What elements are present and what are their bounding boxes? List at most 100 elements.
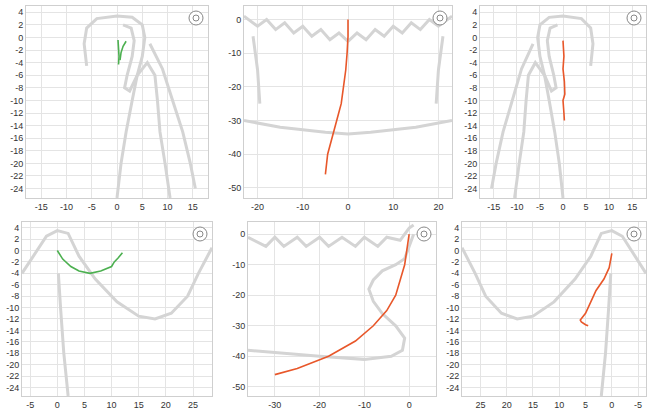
svg-text:-24: -24 [464, 184, 477, 194]
svg-text:-20: -20 [10, 159, 23, 169]
svg-text:-12: -12 [10, 108, 23, 118]
svg-text:-20: -20 [232, 290, 245, 300]
svg-text:15: 15 [134, 400, 144, 410]
svg-text:-20: -20 [464, 159, 477, 169]
svg-text:-14: -14 [464, 121, 477, 131]
svg-text:-20: -20 [228, 82, 241, 92]
svg-text:-8: -8 [451, 291, 459, 301]
svg-text:5: 5 [82, 400, 87, 410]
svg-text:-16: -16 [10, 133, 23, 143]
svg-text:-14: -14 [10, 121, 23, 131]
svg-text:-10: -10 [296, 202, 309, 212]
svg-text:-30: -30 [228, 116, 241, 126]
svg-text:15: 15 [528, 400, 538, 410]
svg-text:-18: -18 [6, 348, 19, 358]
svg-text:-12: -12 [6, 314, 19, 324]
svg-text:10: 10 [554, 400, 564, 410]
svg-text:-5: -5 [26, 400, 34, 410]
svg-text:5: 5 [140, 202, 145, 212]
svg-text:4: 4 [14, 223, 19, 233]
svg-text:20: 20 [161, 400, 171, 410]
svg-text:25: 25 [475, 400, 485, 410]
svg-text:-2: -2 [15, 45, 23, 55]
svg-text:-10: -10 [228, 48, 241, 58]
svg-text:-20: -20 [313, 400, 326, 410]
svg-text:-6: -6 [451, 280, 459, 290]
svg-text:-2: -2 [469, 45, 477, 55]
svg-text:-4: -4 [11, 268, 19, 278]
svg-text:-22: -22 [6, 371, 19, 381]
svg-text:25: 25 [188, 400, 198, 410]
svg-text:-16: -16 [446, 337, 459, 347]
svg-text:-20: -20 [251, 202, 264, 212]
svg-text:0: 0 [114, 202, 119, 212]
svg-text:-10: -10 [446, 303, 459, 313]
svg-text:-4: -4 [451, 268, 459, 278]
svg-text:-12: -12 [446, 314, 459, 324]
svg-text:-6: -6 [15, 70, 23, 80]
svg-text:-5: -5 [88, 202, 96, 212]
svg-text:0: 0 [454, 246, 459, 256]
svg-text:-8: -8 [11, 291, 19, 301]
svg-text:4: 4 [454, 223, 459, 233]
svg-text:-15: -15 [487, 202, 500, 212]
svg-text:0: 0 [472, 33, 477, 43]
svg-text:-24: -24 [446, 383, 459, 393]
svg-text:0: 0 [609, 400, 614, 410]
svg-text:-10: -10 [232, 260, 245, 270]
svg-text:-15: -15 [35, 202, 48, 212]
svg-text:10: 10 [604, 202, 614, 212]
svg-text:0: 0 [345, 202, 350, 212]
svg-text:-18: -18 [10, 146, 23, 156]
svg-text:0: 0 [14, 246, 19, 256]
svg-text:-10: -10 [464, 96, 477, 106]
svg-text:2: 2 [14, 234, 19, 244]
svg-text:-40: -40 [228, 149, 241, 159]
svg-text:-16: -16 [6, 337, 19, 347]
svg-text:-30: -30 [232, 321, 245, 331]
svg-text:-18: -18 [464, 146, 477, 156]
svg-text:-4: -4 [469, 58, 477, 68]
svg-text:-20: -20 [446, 360, 459, 370]
svg-text:-8: -8 [469, 83, 477, 93]
svg-text:-10: -10 [10, 96, 23, 106]
svg-text:-24: -24 [10, 184, 23, 194]
svg-text:2: 2 [472, 20, 477, 30]
svg-text:5: 5 [583, 400, 588, 410]
svg-text:-22: -22 [464, 171, 477, 181]
svg-text:-40: -40 [232, 351, 245, 361]
svg-text:-6: -6 [11, 280, 19, 290]
svg-text:-4: -4 [15, 58, 23, 68]
svg-text:-14: -14 [6, 326, 19, 336]
svg-text:0: 0 [18, 33, 23, 43]
svg-text:-10: -10 [60, 202, 73, 212]
svg-text:-22: -22 [446, 371, 459, 381]
svg-text:10: 10 [388, 202, 398, 212]
svg-text:0: 0 [55, 400, 60, 410]
svg-text:-10: -10 [358, 400, 371, 410]
svg-text:-14: -14 [446, 326, 459, 336]
svg-text:10: 10 [163, 202, 173, 212]
svg-text:15: 15 [627, 202, 637, 212]
svg-text:-22: -22 [10, 171, 23, 181]
svg-text:0: 0 [407, 400, 412, 410]
svg-text:-20: -20 [6, 360, 19, 370]
svg-text:-10: -10 [6, 303, 19, 313]
svg-text:-2: -2 [11, 257, 19, 267]
svg-text:15: 15 [188, 202, 198, 212]
svg-text:-12: -12 [464, 108, 477, 118]
svg-text:-5: -5 [634, 400, 642, 410]
svg-text:-16: -16 [464, 133, 477, 143]
svg-text:-10: -10 [510, 202, 523, 212]
svg-text:0: 0 [560, 202, 565, 212]
svg-text:-50: -50 [232, 382, 245, 392]
svg-text:-2: -2 [451, 257, 459, 267]
svg-text:-18: -18 [446, 348, 459, 358]
svg-text:10: 10 [107, 400, 117, 410]
svg-text:2: 2 [18, 20, 23, 30]
svg-text:20: 20 [502, 400, 512, 410]
svg-text:4: 4 [472, 7, 477, 17]
svg-text:5: 5 [584, 202, 589, 212]
svg-text:0: 0 [236, 15, 241, 25]
svg-text:0: 0 [240, 229, 245, 239]
